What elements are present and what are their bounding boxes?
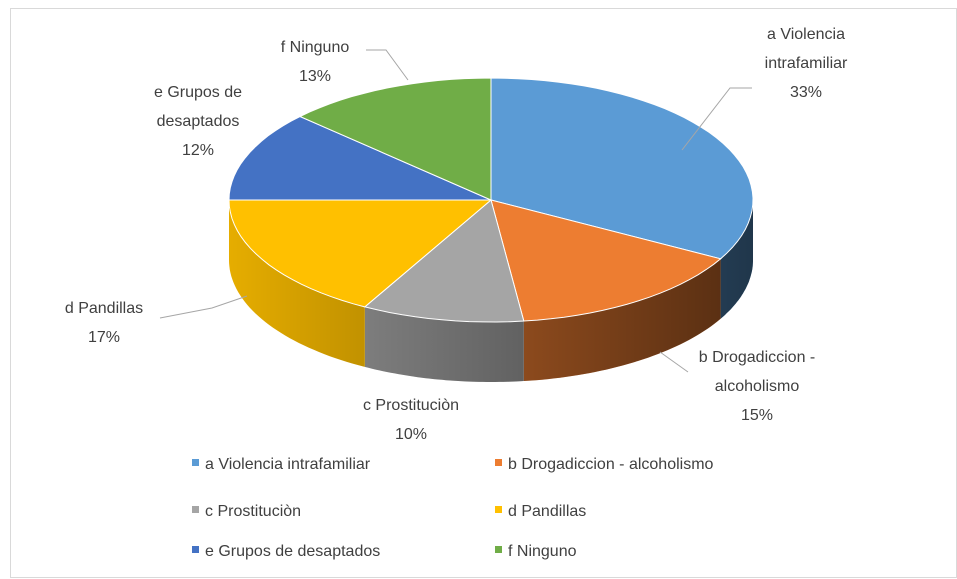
data-label-value: 10%: [394, 426, 428, 443]
data-label-value: 12%: [181, 142, 215, 159]
slice: [298, 77, 492, 201]
data-label-name: a Violencia intrafamiliar: [764, 26, 848, 72]
slice: [363, 199, 525, 323]
legend-item: e Grupos de desaptados: [192, 543, 380, 561]
legend-label: b Drogadiccion - alcoholismo: [508, 456, 714, 473]
data-label: d Pandillas 17%: [44, 294, 164, 352]
data-label-name: c Prostituciòn: [362, 397, 460, 414]
legend-item: d Pandillas: [495, 503, 586, 521]
legend-label: c Prostituciòn: [205, 503, 302, 520]
leader-line: [681, 87, 752, 151]
slice-side-shade: [720, 200, 753, 319]
data-label: c Prostituciòn 10%: [336, 391, 486, 449]
data-label: b Drogadiccion - alcoholismo 15%: [697, 343, 817, 430]
legend-swatch: [495, 459, 502, 467]
legend-item: b Drogadiccion - alcoholismo: [495, 456, 713, 474]
legend-label: a Violencia intrafamiliar: [205, 456, 371, 473]
data-label-value: 33%: [789, 84, 823, 101]
legend-label: d Pandillas: [508, 503, 587, 520]
legend-swatch: [495, 546, 502, 554]
legend-label: e Grupos de desaptados: [205, 543, 381, 560]
slice: [228, 115, 492, 201]
leader-line: [659, 351, 689, 373]
leader-line: [366, 49, 409, 81]
legend-label: f Ninguno: [508, 543, 577, 560]
legend-item: f Ninguno: [495, 543, 577, 561]
slice: [490, 77, 754, 260]
data-label-name: b Drogadiccion - alcoholismo: [698, 349, 816, 395]
slice: [228, 199, 493, 308]
data-label: a Violencia intrafamiliar 33%: [741, 20, 871, 107]
legend-item: c Prostituciòn: [192, 503, 301, 521]
slice-side-shade: [523, 258, 721, 381]
data-label-name: e Grupos de desaptados: [153, 84, 243, 130]
data-label-value: 17%: [87, 329, 121, 346]
data-label-name: d Pandillas: [64, 300, 144, 317]
legend-swatch: [192, 546, 199, 554]
slice: [490, 199, 722, 322]
legend-swatch: [495, 506, 502, 514]
data-label: f Ninguno 13%: [260, 33, 370, 91]
legend-swatch: [192, 506, 199, 514]
data-label-name: f Ninguno: [280, 39, 350, 56]
legend-swatch: [192, 459, 199, 467]
leader-line: [159, 295, 248, 319]
data-label-value: 15%: [740, 407, 774, 424]
slice-side-shade: [229, 200, 365, 367]
data-label: e Grupos de desaptados 12%: [138, 78, 258, 165]
slice-side-shade: [364, 306, 524, 382]
legend-item: a Violencia intrafamiliar: [192, 456, 370, 474]
data-label-value: 13%: [298, 68, 332, 85]
